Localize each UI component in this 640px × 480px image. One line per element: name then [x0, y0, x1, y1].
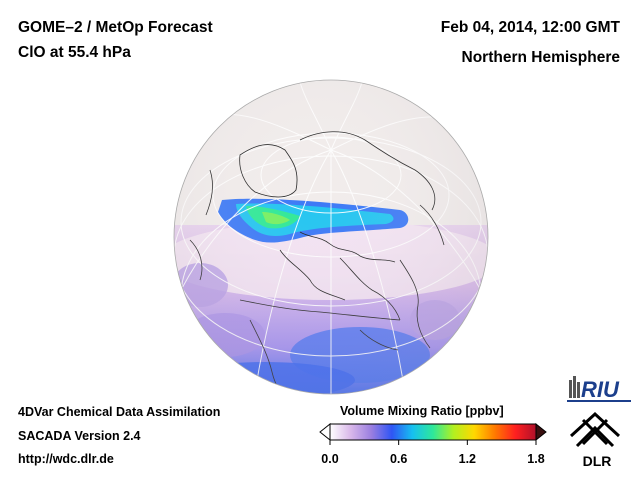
version-label: SACADA Version 2.4 [18, 429, 141, 443]
species-subtitle: ClO at 55.4 hPa [18, 44, 131, 61]
region-label: Northern Hemisphere [461, 49, 620, 66]
product-title: GOME–2 / MetOp Forecast [18, 19, 213, 36]
colorbar: 0.0 0.6 1.2 1.8 [318, 417, 548, 466]
colorbar-graphic [319, 422, 547, 445]
assimilation-label: 4DVar Chemical Data Assimilation [18, 405, 221, 419]
website-link[interactable]: http://wdc.dlr.de [18, 452, 114, 466]
svg-text:RIU: RIU [581, 377, 620, 402]
colorbar-high-arrow [535, 422, 547, 442]
riu-logo: RIU [567, 376, 631, 402]
colorbar-tick-label: 0.6 [389, 452, 408, 466]
svg-text:DLR: DLR [583, 453, 612, 469]
dlr-logo: DLR [569, 411, 621, 469]
colorbar-low-arrow [319, 422, 331, 442]
colorbar-tick-label: 1.8 [527, 452, 545, 466]
globe-rim [173, 79, 489, 395]
colorbar-title: Volume Mixing Ratio [ppbv] [340, 404, 504, 418]
colorbar-tick-label: 1.2 [458, 452, 477, 466]
forecast-datetime: Feb 04, 2014, 12:00 GMT [440, 19, 620, 36]
colorbar-ramp [329, 423, 537, 441]
colorbar-tick-label: 0.0 [321, 452, 339, 466]
